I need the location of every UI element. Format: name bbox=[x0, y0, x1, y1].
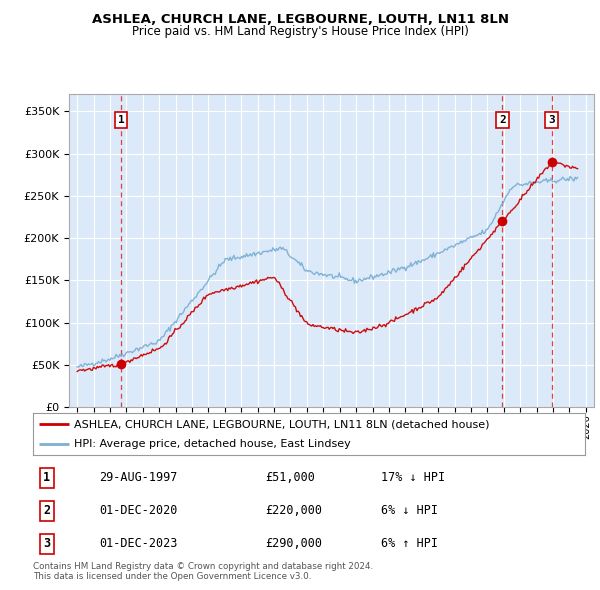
Text: 29-AUG-1997: 29-AUG-1997 bbox=[99, 471, 178, 484]
Text: 1: 1 bbox=[43, 471, 50, 484]
Text: 2: 2 bbox=[43, 504, 50, 517]
Text: Contains HM Land Registry data © Crown copyright and database right 2024.
This d: Contains HM Land Registry data © Crown c… bbox=[33, 562, 373, 581]
Text: 6% ↑ HPI: 6% ↑ HPI bbox=[381, 537, 438, 550]
Text: £51,000: £51,000 bbox=[265, 471, 315, 484]
Text: 6% ↓ HPI: 6% ↓ HPI bbox=[381, 504, 438, 517]
Text: £290,000: £290,000 bbox=[265, 537, 322, 550]
Text: ASHLEA, CHURCH LANE, LEGBOURNE, LOUTH, LN11 8LN: ASHLEA, CHURCH LANE, LEGBOURNE, LOUTH, L… bbox=[91, 13, 509, 26]
Text: 2: 2 bbox=[499, 114, 506, 124]
Text: 1: 1 bbox=[118, 114, 124, 124]
Text: 17% ↓ HPI: 17% ↓ HPI bbox=[381, 471, 445, 484]
Text: £220,000: £220,000 bbox=[265, 504, 322, 517]
Text: HPI: Average price, detached house, East Lindsey: HPI: Average price, detached house, East… bbox=[74, 439, 351, 449]
Text: Price paid vs. HM Land Registry's House Price Index (HPI): Price paid vs. HM Land Registry's House … bbox=[131, 25, 469, 38]
Text: 01-DEC-2020: 01-DEC-2020 bbox=[99, 504, 178, 517]
Text: 3: 3 bbox=[548, 114, 555, 124]
Text: ASHLEA, CHURCH LANE, LEGBOURNE, LOUTH, LN11 8LN (detached house): ASHLEA, CHURCH LANE, LEGBOURNE, LOUTH, L… bbox=[74, 419, 490, 430]
Text: 01-DEC-2023: 01-DEC-2023 bbox=[99, 537, 178, 550]
Text: 3: 3 bbox=[43, 537, 50, 550]
